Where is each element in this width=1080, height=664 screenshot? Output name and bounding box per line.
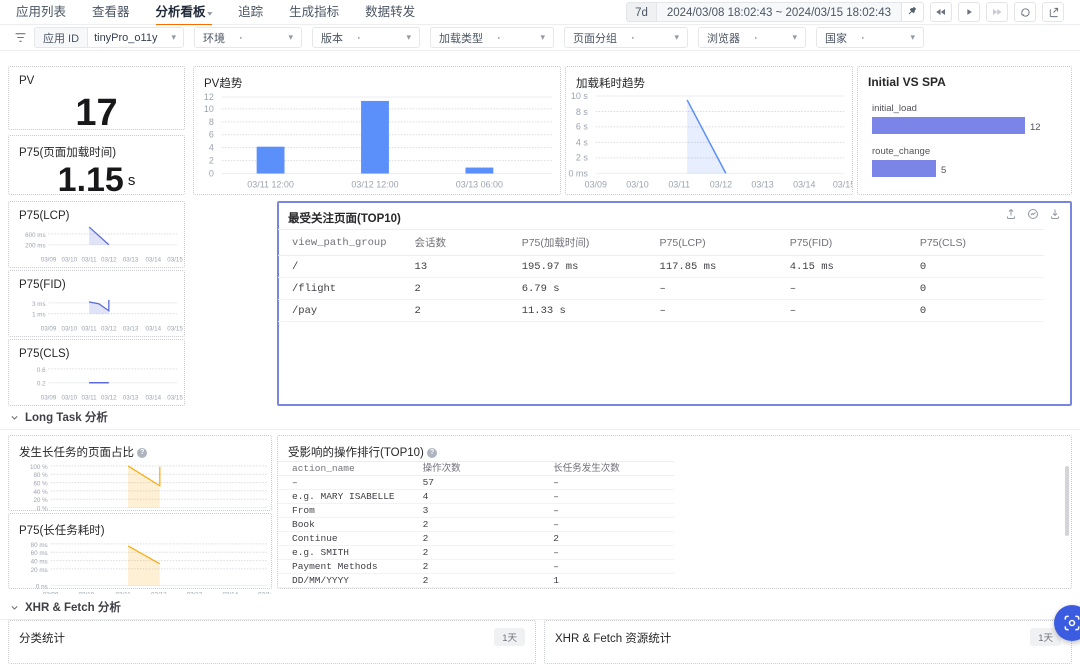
- svg-text:03/11 12:00: 03/11 12:00: [247, 179, 294, 189]
- svg-text:4 s: 4 s: [576, 138, 588, 148]
- svg-text:03/15: 03/15: [833, 179, 852, 189]
- svg-text:03/10: 03/10: [79, 592, 95, 594]
- svg-text:route_change: route_change: [872, 146, 930, 157]
- svg-text:03/12: 03/12: [101, 257, 117, 264]
- svg-text:03/10: 03/10: [62, 326, 78, 333]
- svg-text:03/10: 03/10: [626, 179, 648, 189]
- svg-text:0 ns: 0 ns: [36, 584, 48, 591]
- svg-text:600 ms: 600 ms: [25, 232, 45, 239]
- svg-text:03/10: 03/10: [62, 257, 78, 264]
- svg-text:03/14: 03/14: [793, 179, 815, 189]
- svg-text:20 %: 20 %: [33, 497, 48, 504]
- svg-text:03/13: 03/13: [123, 257, 139, 264]
- svg-text:80 ms: 80 ms: [31, 542, 48, 549]
- svg-text:03/14: 03/14: [146, 326, 162, 333]
- svg-text:2 s: 2 s: [576, 152, 588, 162]
- svg-text:03/11: 03/11: [82, 395, 98, 402]
- svg-text:03/12 12:00: 03/12 12:00: [351, 179, 398, 189]
- svg-text:03/11: 03/11: [82, 326, 98, 333]
- svg-text:03/14: 03/14: [222, 592, 238, 594]
- svg-text:0.6: 0.6: [37, 367, 46, 374]
- svg-text:2: 2: [209, 156, 214, 166]
- svg-text:03/11: 03/11: [668, 179, 690, 189]
- svg-text:5: 5: [941, 165, 946, 176]
- svg-text:03/14: 03/14: [146, 395, 162, 402]
- svg-text:03/13: 03/13: [187, 592, 203, 594]
- svg-text:1 ms: 1 ms: [32, 312, 45, 319]
- svg-text:20 ms: 20 ms: [31, 567, 48, 574]
- svg-text:03/09: 03/09: [41, 395, 57, 402]
- svg-text:6 s: 6 s: [576, 122, 588, 132]
- svg-text:200 ms: 200 ms: [25, 243, 45, 250]
- svg-text:03/14: 03/14: [146, 257, 162, 264]
- svg-text:8 s: 8 s: [576, 107, 588, 117]
- svg-text:3 ms: 3 ms: [32, 301, 45, 308]
- svg-text:03/13: 03/13: [751, 179, 773, 189]
- svg-text:60 ms: 60 ms: [31, 550, 48, 557]
- svg-text:03/09: 03/09: [43, 592, 59, 594]
- svg-text:03/15: 03/15: [167, 257, 183, 264]
- svg-text:10: 10: [204, 104, 214, 114]
- svg-text:4: 4: [209, 143, 214, 153]
- svg-text:initial_load: initial_load: [872, 103, 917, 114]
- svg-text:03/12: 03/12: [151, 592, 167, 594]
- svg-text:03/09: 03/09: [585, 179, 607, 189]
- svg-text:60 %: 60 %: [33, 481, 48, 488]
- svg-text:03/13: 03/13: [123, 395, 139, 402]
- svg-text:03/09: 03/09: [41, 257, 57, 264]
- svg-text:03/11: 03/11: [116, 592, 132, 594]
- svg-text:80 %: 80 %: [33, 472, 48, 479]
- svg-text:8: 8: [209, 117, 214, 127]
- svg-text:03/12: 03/12: [710, 179, 732, 189]
- svg-text:10 s: 10 s: [571, 91, 588, 101]
- svg-text:0: 0: [209, 169, 214, 179]
- svg-text:12: 12: [204, 92, 214, 102]
- svg-text:03/13: 03/13: [123, 326, 139, 333]
- svg-text:03/13 06:00: 03/13 06:00: [456, 179, 503, 189]
- svg-text:03/15: 03/15: [167, 395, 183, 402]
- svg-text:03/15: 03/15: [258, 592, 271, 594]
- svg-text:03/10: 03/10: [62, 395, 78, 402]
- svg-text:0 %: 0 %: [37, 506, 48, 513]
- svg-text:03/12: 03/12: [101, 395, 117, 402]
- svg-text:0.2: 0.2: [37, 381, 46, 388]
- svg-text:12: 12: [1030, 122, 1041, 133]
- svg-text:03/12: 03/12: [101, 326, 117, 333]
- svg-text:100 %: 100 %: [30, 464, 48, 471]
- svg-text:0 ms: 0 ms: [568, 168, 588, 178]
- svg-text:40 %: 40 %: [33, 489, 48, 496]
- svg-text:40 ms: 40 ms: [31, 559, 48, 566]
- svg-text:03/15: 03/15: [167, 326, 183, 333]
- svg-text:03/09: 03/09: [41, 326, 57, 333]
- svg-text:6: 6: [209, 130, 214, 140]
- svg-text:03/11: 03/11: [82, 257, 98, 264]
